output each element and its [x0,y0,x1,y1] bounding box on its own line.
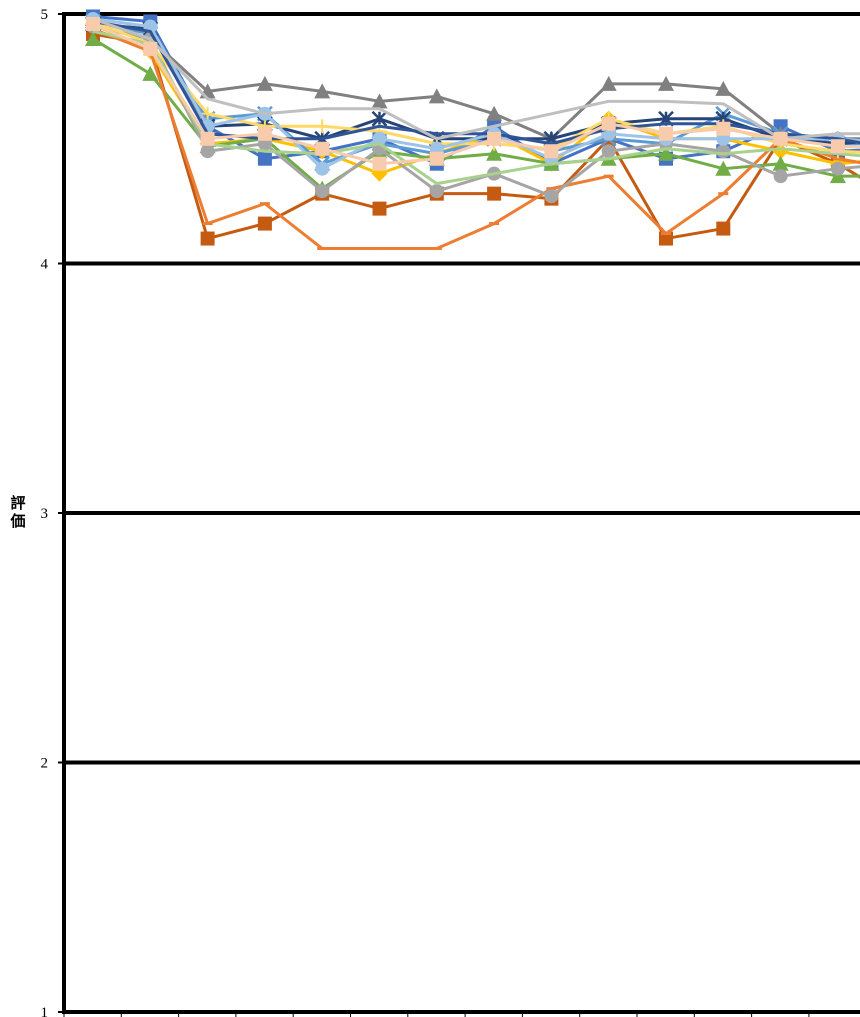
data-point [142,65,159,81]
data-point [659,126,673,141]
data-point [772,155,789,171]
data-point [315,141,330,156]
data-point [200,131,215,146]
data-point [256,75,273,91]
data-point [257,216,272,231]
data-point [716,144,731,159]
data-point [371,93,388,109]
data-point [773,131,788,146]
axes [58,12,860,1017]
data-point [85,30,101,46]
data-point [486,145,503,161]
data-point [600,75,617,91]
data-point [716,121,731,136]
data-point [372,201,387,216]
data-point [658,145,674,161]
data-point [773,169,788,184]
data-point [315,161,330,176]
data-point [372,156,387,171]
y-tick-label-2: 2 [41,756,49,772]
data-point [487,186,502,201]
y-tick-label-1: 1 [41,1005,49,1017]
data-point [315,184,330,199]
data-point [314,83,331,99]
gridlines [64,12,860,765]
tick-labels: 1 2 3 4 5 [41,7,49,1017]
data-point [487,131,502,146]
series-lines [85,9,860,251]
data-point [200,231,215,246]
data-point [200,144,215,159]
data-point [429,151,444,166]
y-tick-label-3: 3 [41,506,49,522]
series-line [92,17,860,141]
y-tick-label-5: 5 [41,7,49,23]
data-point [544,144,559,159]
data-point [372,131,387,146]
data-point [200,106,215,121]
data-point [830,161,845,176]
data-point [830,139,845,154]
series-15 [86,16,860,171]
data-point [601,144,616,159]
data-point [544,189,559,204]
data-point [429,184,444,199]
data-point [86,16,100,31]
data-point [601,116,616,131]
series-14 [92,17,860,141]
data-point [658,75,674,91]
data-point [715,160,732,176]
data-point [143,41,158,56]
y-axis-label: 評価 [9,494,25,530]
data-point [257,151,272,166]
y-tick-label-4: 4 [41,257,49,273]
data-point [315,119,330,134]
data-point [371,110,388,127]
data-point [716,221,731,236]
data-point [428,88,445,104]
series-line [92,29,860,186]
data-point [257,126,272,141]
data-point [486,105,503,121]
data-point [772,143,789,160]
series-12 [92,29,860,186]
data-point [715,80,732,96]
